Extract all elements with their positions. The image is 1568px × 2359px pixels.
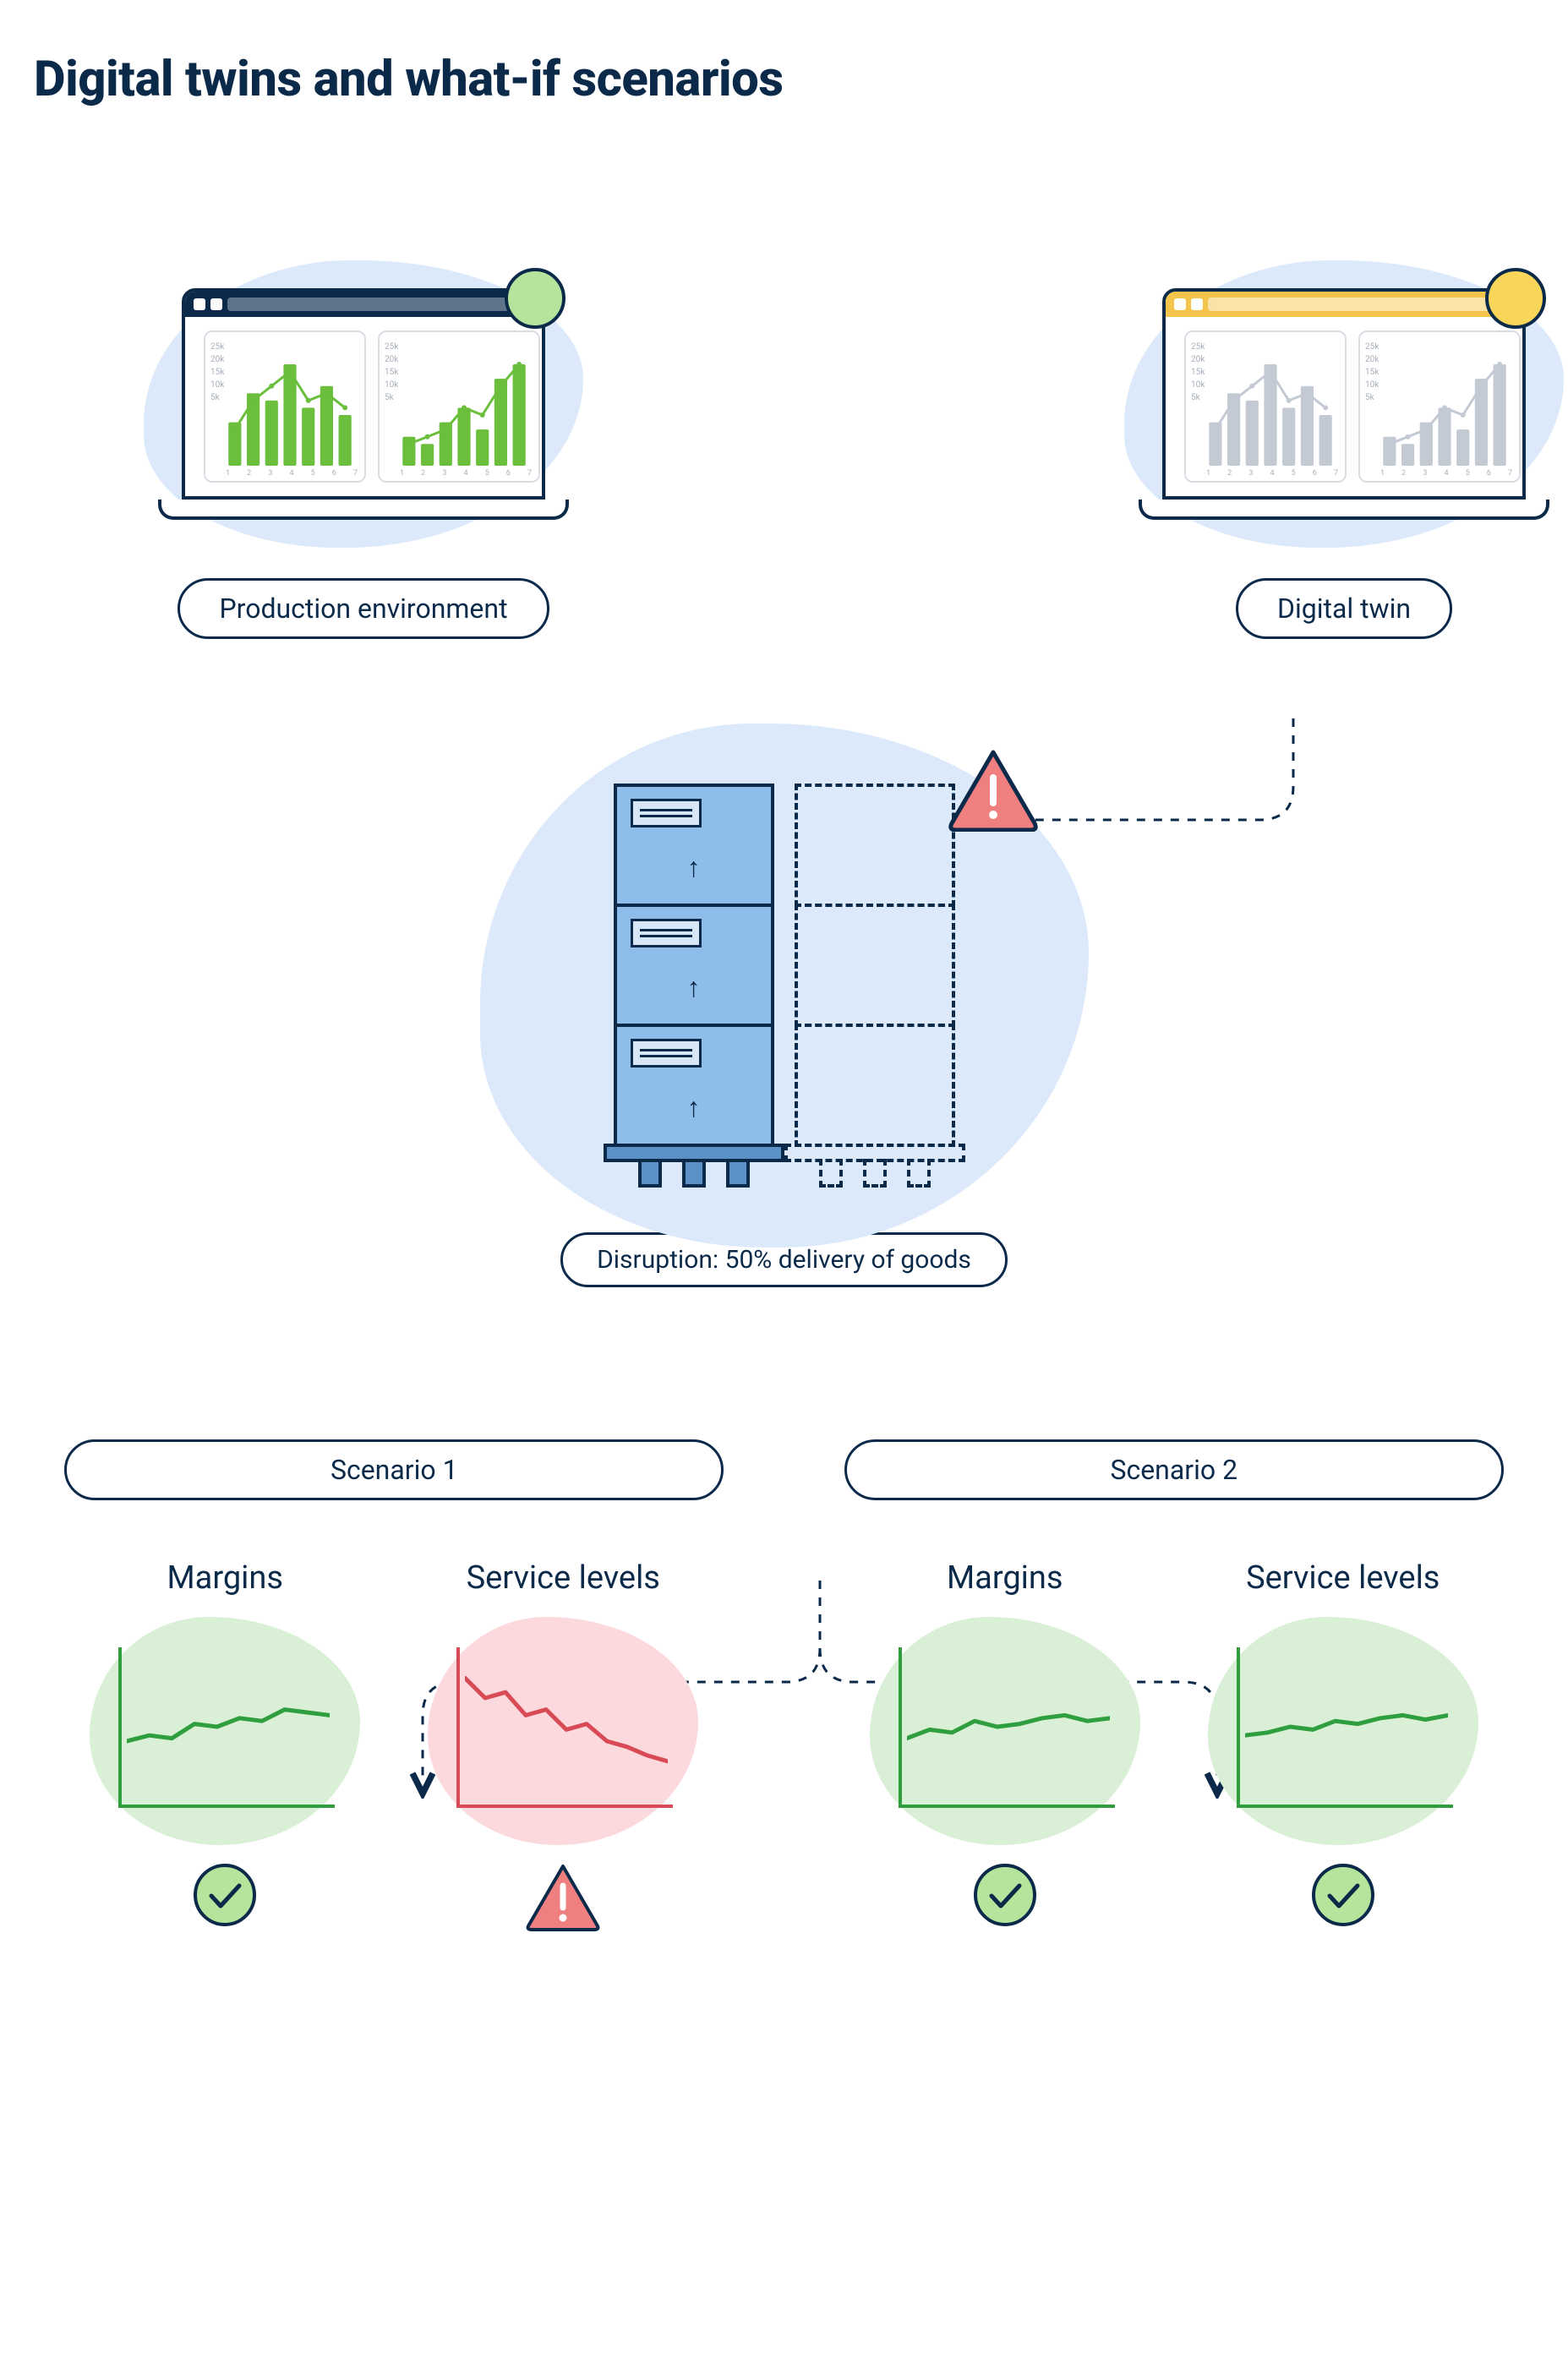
- scenario: Scenario 1 Margins Service levels: [51, 1439, 738, 1935]
- crate: ↑: [614, 904, 774, 1027]
- metric-tile: [428, 1617, 698, 1845]
- crate: ↑: [614, 784, 774, 907]
- metric-title: Margins: [947, 1559, 1063, 1597]
- status-badge-green: [505, 268, 565, 329]
- metric-title: Margins: [167, 1559, 283, 1597]
- metric-service: Service levels: [428, 1559, 698, 1935]
- pill-production: Production environment: [178, 578, 549, 639]
- metric-margins: Margins: [870, 1559, 1140, 1931]
- mini-chart: 25k20k15k10k5k1234567: [1184, 330, 1347, 483]
- page: Digital twins and what-if scenarios 25k2…: [34, 51, 1534, 1935]
- disruption-section: ↑↑↑: [34, 724, 1534, 1248]
- production-col: 25k20k15k10k5k1234567 25k20k15k10k5k1234…: [144, 260, 583, 639]
- laptop-topbar: [1166, 292, 1522, 317]
- metric-service: Service levels: [1208, 1559, 1478, 1931]
- blob-bg: 25k20k15k10k5k1234567 25k20k15k10k5k1234…: [144, 260, 583, 548]
- laptop-twin: 25k20k15k10k5k1234567 25k20k15k10k5k1234…: [1162, 288, 1526, 520]
- blob-bg-large: ↑↑↑: [480, 724, 1089, 1248]
- blob-bg: 25k20k15k10k5k1234567 25k20k15k10k5k1234…: [1124, 260, 1564, 548]
- laptop-topbar: [185, 292, 542, 317]
- crate: ↑: [614, 1024, 774, 1147]
- crate-stack-ghost: [795, 784, 955, 1188]
- metric-margins: Margins: [90, 1559, 360, 1935]
- page-title: Digital twins and what-if scenarios: [34, 51, 1534, 108]
- metric-title: Service levels: [1246, 1559, 1440, 1597]
- crate: [795, 784, 955, 907]
- status-badge-yellow: [1485, 268, 1546, 329]
- pill-scenario: Scenario 2: [844, 1439, 1504, 1500]
- metric-title: Service levels: [467, 1559, 660, 1597]
- warning-icon: [525, 1862, 601, 1931]
- laptop-production: 25k20k15k10k5k1234567 25k20k15k10k5k1234…: [182, 288, 545, 520]
- metric-tile: [90, 1617, 360, 1845]
- pill-scenario: Scenario 1: [64, 1439, 724, 1500]
- crate: [795, 904, 955, 1027]
- metric-tile: [870, 1617, 1140, 1845]
- mini-chart: 25k20k15k10k5k1234567: [378, 330, 540, 483]
- check-icon: [1310, 1862, 1376, 1928]
- metric-tile: [1208, 1617, 1478, 1845]
- check-icon: [192, 1862, 258, 1928]
- pill-twin: Digital twin: [1236, 578, 1452, 639]
- crate-stack-solid: ↑↑↑: [614, 784, 774, 1188]
- twin-col: 25k20k15k10k5k1234567 25k20k15k10k5k1234…: [1124, 260, 1564, 639]
- scenario: Scenario 2 Margins Service levels: [831, 1439, 1518, 1935]
- mini-chart: 25k20k15k10k5k1234567: [1358, 330, 1521, 483]
- warning-icon: [947, 747, 1040, 832]
- check-icon: [972, 1862, 1038, 1928]
- top-row: 25k20k15k10k5k1234567 25k20k15k10k5k1234…: [34, 260, 1534, 639]
- scenarios-row: Scenario 1 Margins Service levels: [34, 1439, 1534, 1935]
- crate: [795, 1024, 955, 1147]
- mini-chart: 25k20k15k10k5k1234567: [204, 330, 366, 483]
